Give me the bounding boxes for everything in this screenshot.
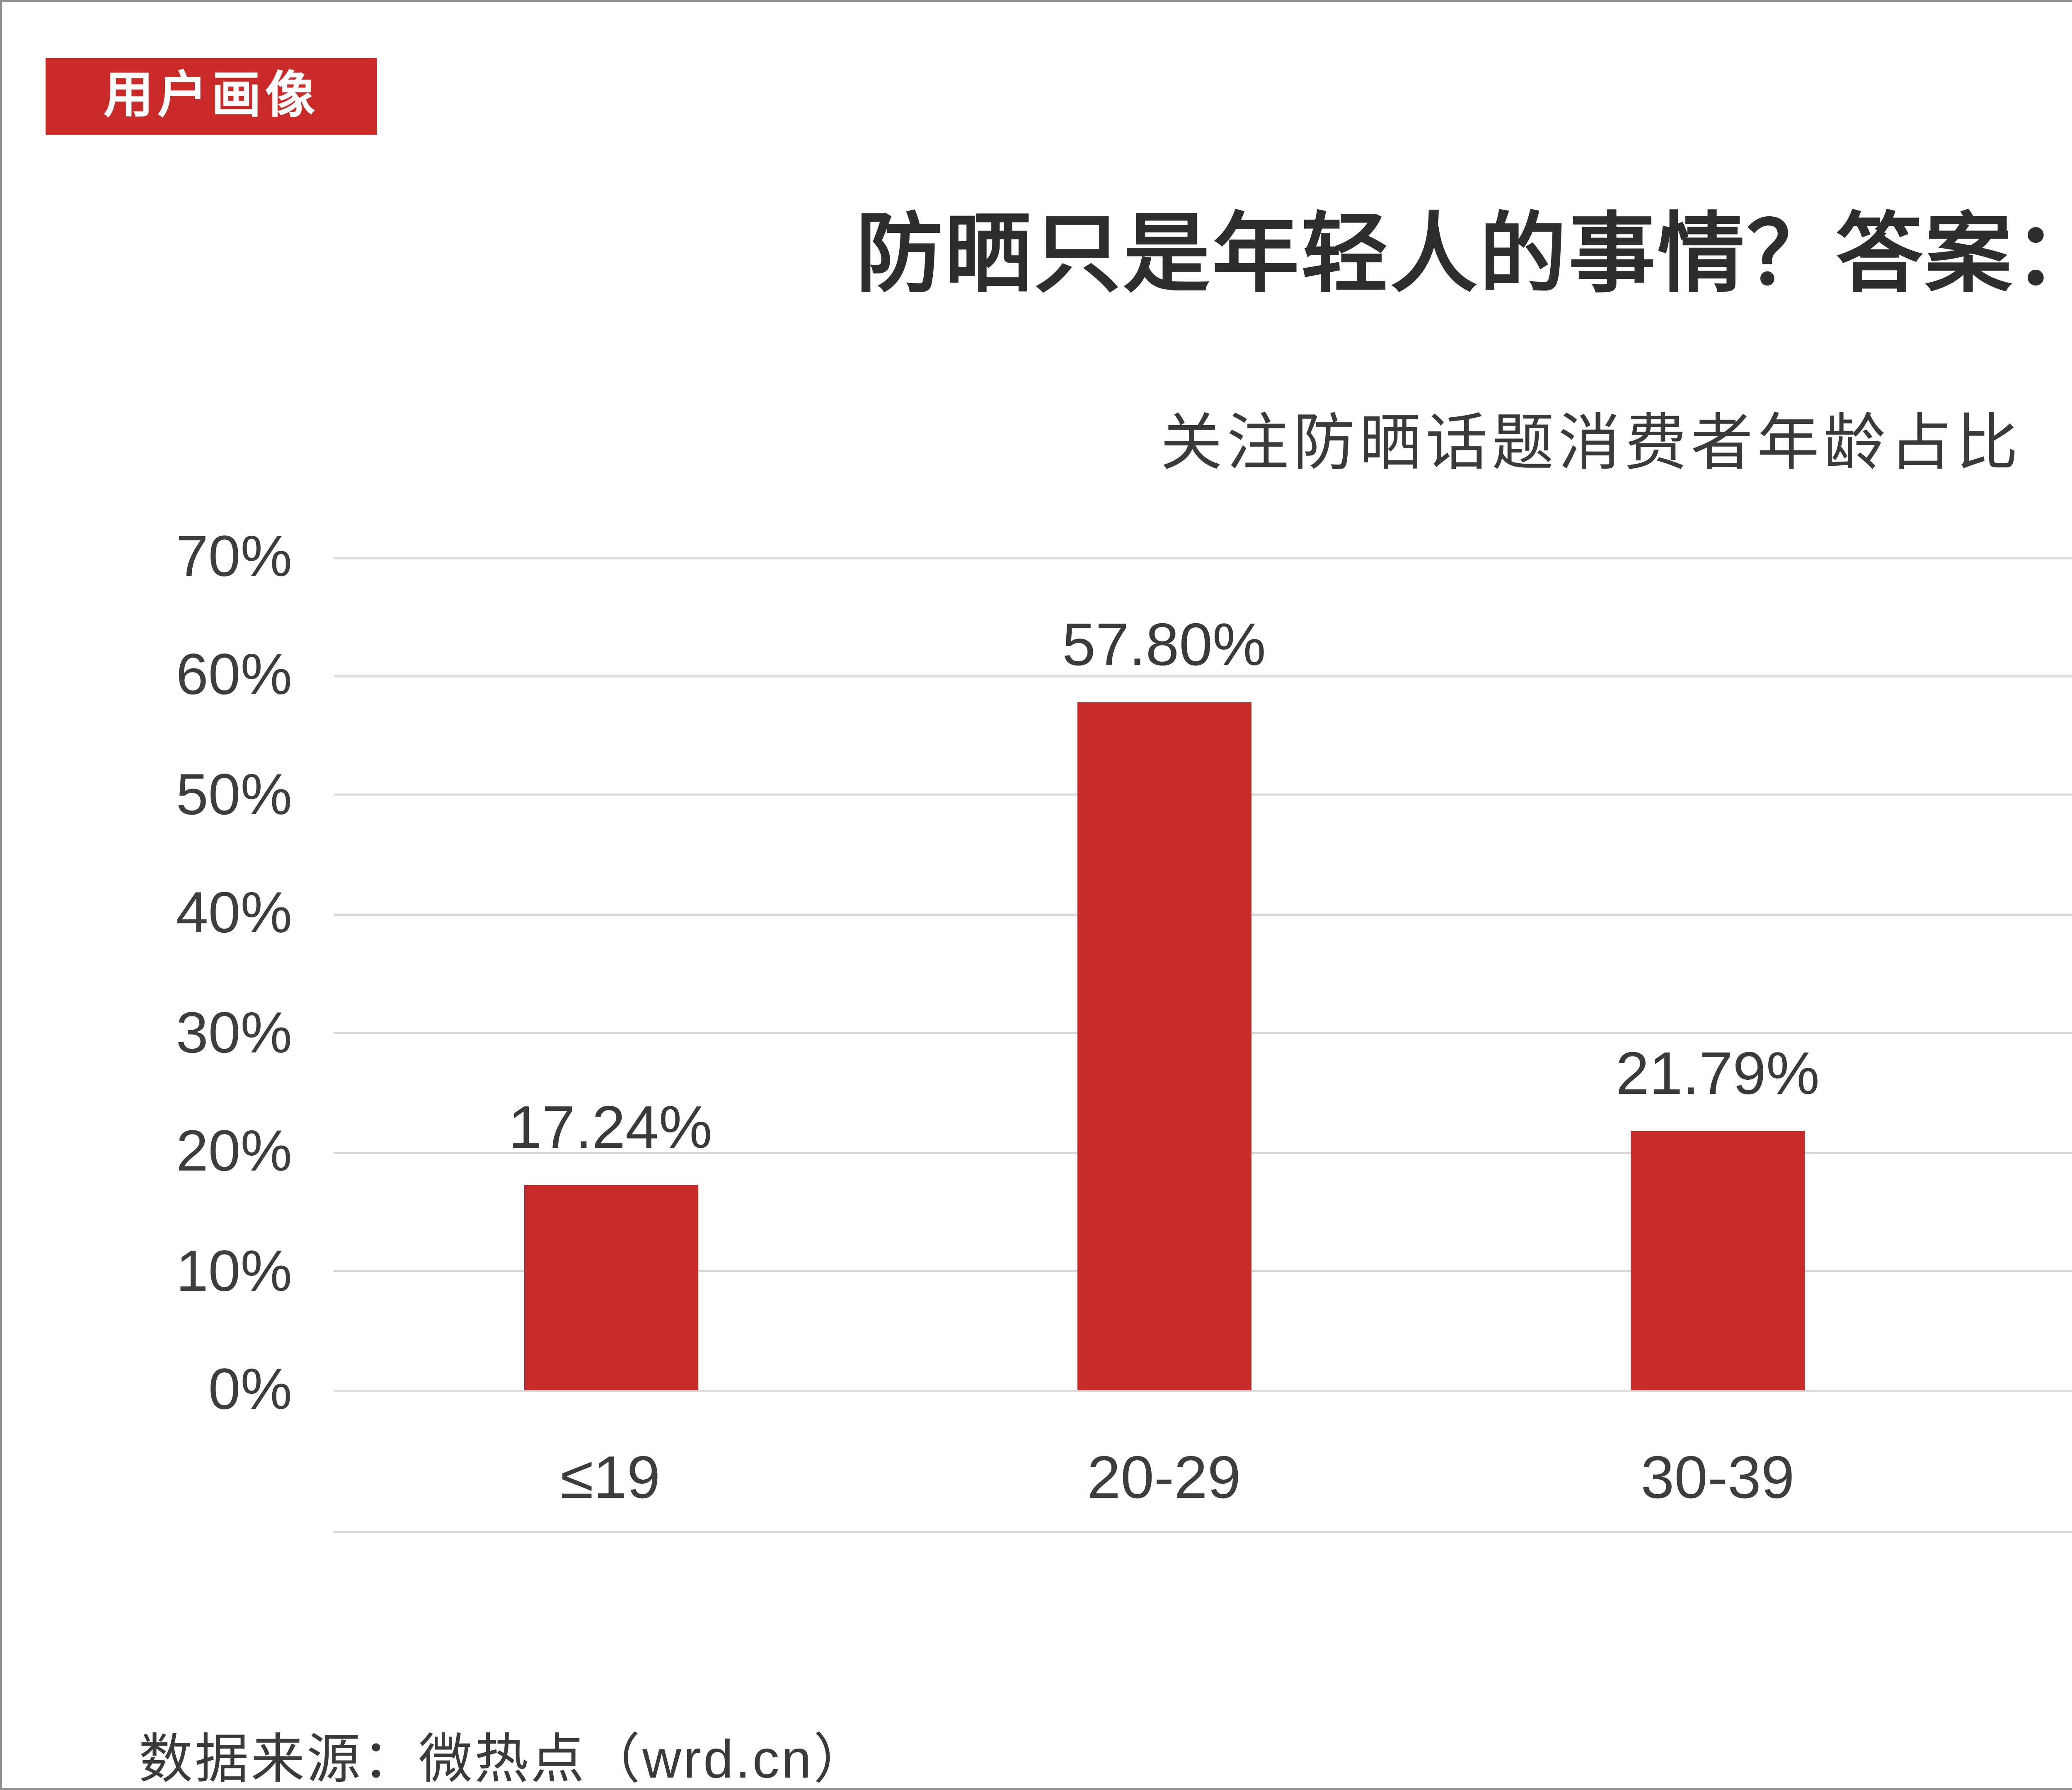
y-tick-label: 10% (176, 1238, 292, 1302)
bar (523, 1185, 697, 1390)
bar-value-label: 17.24% (508, 1096, 712, 1162)
y-tick-label: 40% (176, 881, 292, 946)
bar (1631, 1131, 1805, 1390)
bar-value-label: 2.58% (2043, 1268, 2072, 1339)
x-tick-label: ≤19 (560, 1446, 661, 1512)
y-tick-label: 20% (176, 1119, 292, 1183)
bar-value-label: 21.79% (1616, 1042, 1820, 1108)
x-tick-label: 20-29 (1087, 1446, 1241, 1512)
x-tick-label: 40-49 (2043, 1444, 2072, 1514)
y-tick-label: 70% (176, 524, 292, 588)
bar-value-label: 57.80% (1062, 613, 1266, 680)
chart-subtitle: 关注防晒话题消费者年龄占比 (1160, 410, 2022, 479)
page-title: 防晒只是年轻人的事情？答案：NO！ (855, 205, 2072, 302)
x-tick-label: 30-39 (1641, 1446, 1795, 1512)
category-badge: 用户画像 (46, 58, 377, 135)
y-tick-label: 30% (176, 1000, 292, 1064)
gridline (334, 1389, 2072, 1391)
gridline (334, 675, 2072, 677)
y-tick-label: 0% (208, 1357, 292, 1421)
y-tick-label: 60% (176, 643, 292, 708)
x-axis-underline (334, 1531, 2072, 1533)
bar (1077, 702, 1251, 1390)
data-source: 数据来源：微热点（wrd.cn） (139, 1728, 869, 1790)
gridline (334, 556, 2072, 559)
y-tick-label: 50% (176, 762, 292, 827)
